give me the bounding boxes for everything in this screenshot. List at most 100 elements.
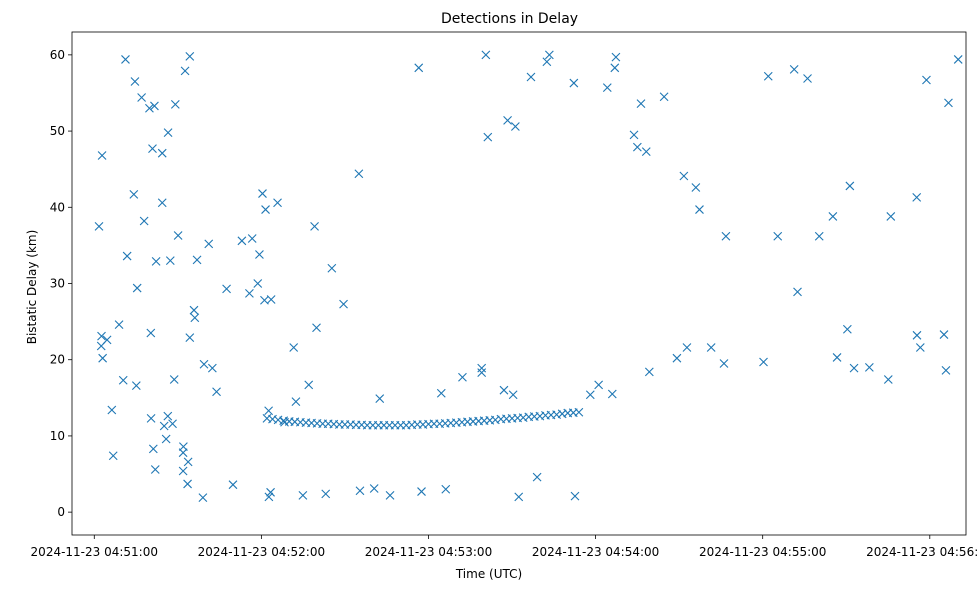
- data-point: [312, 323, 321, 333]
- data-point: [773, 231, 783, 241]
- data-points: [94, 50, 963, 503]
- data-point: [672, 353, 682, 363]
- data-point: [532, 472, 542, 482]
- data-point: [845, 181, 855, 191]
- data-point: [585, 390, 595, 400]
- data-point: [204, 239, 214, 249]
- data-point: [355, 486, 365, 496]
- data-point: [594, 380, 604, 390]
- y-tick-label: 40: [50, 200, 65, 214]
- data-point: [544, 50, 554, 60]
- data-point: [636, 99, 646, 109]
- data-point: [477, 368, 487, 378]
- data-point: [122, 251, 132, 261]
- data-point: [499, 385, 509, 395]
- data-point: [163, 128, 173, 137]
- data-point: [574, 407, 584, 417]
- data-point: [417, 487, 426, 496]
- data-point: [179, 442, 188, 451]
- data-point: [814, 231, 824, 241]
- data-point: [503, 116, 512, 125]
- data-point: [441, 484, 451, 494]
- data-point: [114, 320, 124, 330]
- data-point: [96, 341, 106, 351]
- data-point: [258, 189, 267, 198]
- data-point: [165, 256, 175, 266]
- data-point: [157, 148, 167, 158]
- data-point: [97, 331, 106, 341]
- data-point: [321, 489, 331, 499]
- data-point: [185, 51, 195, 61]
- data-point: [183, 479, 192, 489]
- data-point: [886, 212, 896, 221]
- data-point: [150, 101, 159, 111]
- data-point: [789, 64, 799, 74]
- data-point: [602, 83, 612, 93]
- data-point: [146, 414, 156, 423]
- data-point: [939, 330, 949, 339]
- data-point: [953, 55, 963, 64]
- data-point: [291, 397, 301, 407]
- data-point: [266, 487, 275, 497]
- chart-title: Detections in Delay: [441, 11, 578, 27]
- data-point: [883, 375, 893, 384]
- data-point: [199, 359, 209, 369]
- y-axis-label: Bistatic Delay (km): [25, 230, 39, 345]
- data-point: [944, 98, 953, 108]
- data-point: [264, 406, 274, 416]
- data-point: [339, 299, 348, 309]
- data-point: [458, 372, 467, 382]
- data-point: [212, 387, 221, 397]
- data-point: [148, 444, 158, 454]
- data-point: [261, 205, 270, 214]
- data-point: [570, 491, 580, 501]
- data-point: [190, 313, 200, 323]
- data-point: [632, 142, 642, 152]
- data-point: [542, 57, 552, 67]
- data-point: [108, 451, 118, 461]
- data-point: [607, 389, 617, 399]
- data-point: [148, 144, 157, 153]
- data-point: [180, 66, 190, 76]
- y-tick-label: 60: [50, 48, 65, 62]
- data-point: [414, 63, 424, 73]
- data-point: [793, 287, 802, 297]
- data-point: [97, 151, 107, 160]
- data-point: [273, 198, 282, 208]
- data-point: [941, 365, 951, 375]
- data-point: [385, 490, 395, 500]
- data-point: [682, 343, 692, 352]
- data-point: [255, 250, 264, 259]
- data-point: [107, 405, 117, 415]
- data-point: [264, 492, 274, 502]
- data-point: [266, 295, 276, 304]
- data-point: [189, 305, 199, 315]
- data-point: [719, 359, 729, 368]
- data-point: [185, 333, 195, 342]
- data-point: [151, 257, 161, 266]
- data-point: [842, 324, 852, 334]
- data-point: [569, 78, 579, 88]
- data-point: [659, 92, 669, 102]
- data-point: [247, 234, 257, 243]
- data-point: [915, 343, 925, 352]
- data-point: [849, 363, 859, 373]
- data-point: [207, 363, 217, 373]
- x-tick-label: 2024-11-23 04:53:00: [365, 545, 492, 559]
- data-point: [508, 390, 518, 400]
- data-point: [131, 381, 141, 391]
- data-point: [436, 388, 446, 398]
- y-axis-ticks: 0 10 20 30 40 50 60: [50, 48, 72, 519]
- y-tick-label: 30: [50, 277, 65, 291]
- data-point: [192, 255, 202, 265]
- data-point: [922, 75, 931, 85]
- data-point: [375, 394, 385, 403]
- data-point: [691, 183, 701, 192]
- data-point: [514, 492, 524, 502]
- data-point: [150, 465, 160, 474]
- y-tick-label: 20: [50, 353, 65, 367]
- x-tick-label: 2024-11-23 04:56:00: [866, 545, 979, 559]
- data-point: [610, 63, 620, 73]
- y-tick-label: 0: [57, 505, 65, 519]
- x-tick-label: 2024-11-23 04:54:00: [532, 545, 659, 559]
